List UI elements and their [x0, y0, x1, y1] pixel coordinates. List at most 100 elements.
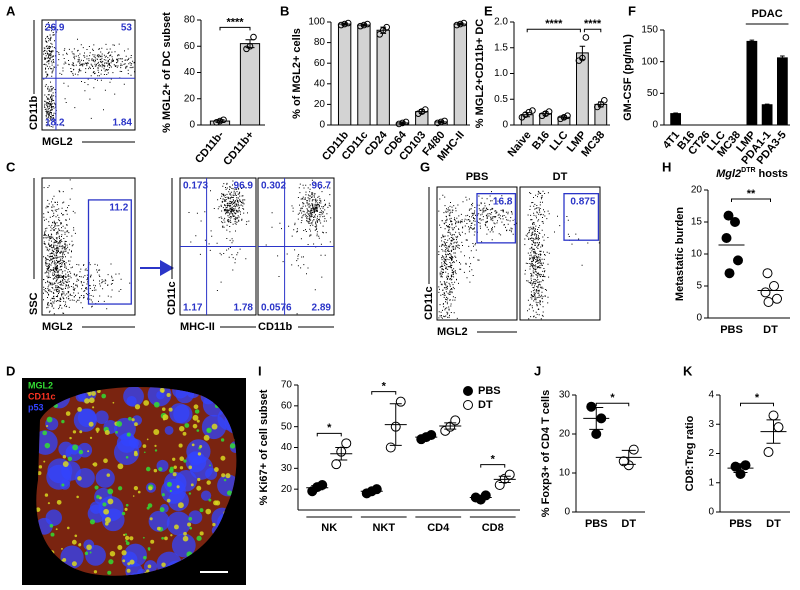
- stain-speck: [182, 535, 189, 542]
- data-point: [341, 438, 352, 449]
- significance-label: *: [755, 392, 760, 404]
- nucleus-cluster: [166, 511, 191, 536]
- data-point: [723, 210, 734, 221]
- stain-speck: [146, 506, 150, 510]
- stain-speck: [79, 542, 82, 545]
- data-point: [337, 21, 345, 29]
- y-tick-label: 20: [559, 429, 571, 440]
- bar: [761, 104, 773, 126]
- stain-speck: [193, 404, 199, 410]
- stain-speck: [93, 570, 98, 574]
- stain-speck: [166, 392, 171, 398]
- nucleus-cluster: [148, 510, 170, 532]
- quadrant-value: 96.7: [312, 181, 332, 192]
- gate-value: 11.2: [109, 203, 128, 214]
- data-point: [730, 217, 740, 227]
- bar: [357, 24, 371, 126]
- stain-speck: [37, 471, 42, 476]
- stain-speck: [153, 429, 160, 435]
- stain-speck: [189, 526, 192, 530]
- stain-speck: [79, 430, 83, 434]
- data-point: [597, 101, 605, 108]
- quadrant-value: 26.9: [45, 23, 65, 34]
- error-bar: [420, 435, 433, 439]
- x-tick-label: CD4: [427, 522, 450, 534]
- nucleus-cluster: [60, 545, 84, 569]
- significance-bracket: [480, 464, 506, 468]
- y-tick-label: 4: [708, 390, 714, 401]
- stain-speck: [125, 455, 129, 459]
- significance-bracket: [731, 198, 771, 202]
- error-bar: [766, 419, 781, 444]
- stain-speck: [49, 523, 54, 528]
- stain-speck: [62, 455, 67, 459]
- stain-speck: [96, 431, 99, 433]
- stain-speck: [199, 445, 203, 448]
- stain-speck: [66, 526, 70, 530]
- stain-speck: [127, 562, 131, 566]
- data-point: [582, 34, 590, 41]
- channel-label: CD11c: [28, 391, 56, 401]
- stain-speck: [162, 414, 169, 421]
- stain-speck: [188, 492, 192, 495]
- y-axis-label: CD11b: [28, 95, 40, 130]
- stain-speck: [137, 490, 141, 494]
- stain-speck: [44, 493, 49, 497]
- data-point: [763, 297, 774, 307]
- y-tick-label: 2.0: [494, 17, 508, 28]
- stain-speck: [196, 535, 202, 541]
- data-point: [760, 287, 771, 298]
- stain-speck: [197, 452, 202, 456]
- stain-speck: [134, 450, 138, 455]
- y-tick-label: 1: [708, 477, 714, 488]
- stain-speck: [61, 419, 65, 424]
- data-point: [762, 268, 773, 279]
- data-point: [769, 281, 779, 291]
- error-bar: [335, 447, 348, 461]
- stain-speck: [161, 562, 166, 567]
- data-point: [434, 119, 441, 127]
- quadrant-value: 18.2: [45, 118, 65, 129]
- error-bar: [311, 485, 324, 491]
- panel-letter: D: [6, 363, 15, 378]
- nucleus-cluster: [156, 390, 165, 400]
- quadrant-value: 1.78: [234, 303, 254, 314]
- stain-speck: [61, 483, 65, 487]
- x-tick-label: DT: [766, 518, 781, 530]
- significance-bracket: [219, 26, 251, 31]
- stain-speck: [205, 508, 212, 515]
- stain-speck: [188, 517, 193, 521]
- y-tick-label: 80: [314, 37, 326, 48]
- data-point: [414, 110, 422, 117]
- y-tick-label: 100: [641, 56, 658, 67]
- stain-speck: [164, 536, 168, 541]
- stain-speck: [179, 456, 185, 462]
- stain-speck: [124, 535, 130, 541]
- panel-letter: F: [628, 3, 636, 18]
- stain-speck: [89, 436, 93, 440]
- y-tick-label: 0: [652, 120, 658, 131]
- panel-letter: I: [258, 363, 262, 378]
- data-point: [450, 415, 461, 426]
- y-tick-label: 20: [314, 99, 326, 110]
- stain-speck: [211, 423, 218, 430]
- stain-speck: [117, 486, 123, 491]
- panel-letter: J: [534, 363, 541, 378]
- data-point: [213, 119, 220, 126]
- flow-events: [438, 191, 517, 319]
- stain-speck: [188, 465, 193, 470]
- data-point: [591, 429, 602, 439]
- stain-speck: [147, 547, 151, 550]
- data-point: [344, 19, 352, 27]
- x-tick-label: CD8: [482, 522, 504, 534]
- stain-speck: [173, 524, 179, 530]
- stain-speck: [55, 528, 58, 531]
- stain-speck: [106, 473, 111, 477]
- stain-speck: [176, 485, 180, 489]
- plot-title: DT: [553, 171, 568, 183]
- data-point: [628, 444, 639, 455]
- stain-speck: [121, 511, 126, 516]
- stain-speck: [103, 508, 110, 515]
- x-tick-label: PBS: [720, 324, 743, 336]
- stain-speck: [168, 468, 174, 474]
